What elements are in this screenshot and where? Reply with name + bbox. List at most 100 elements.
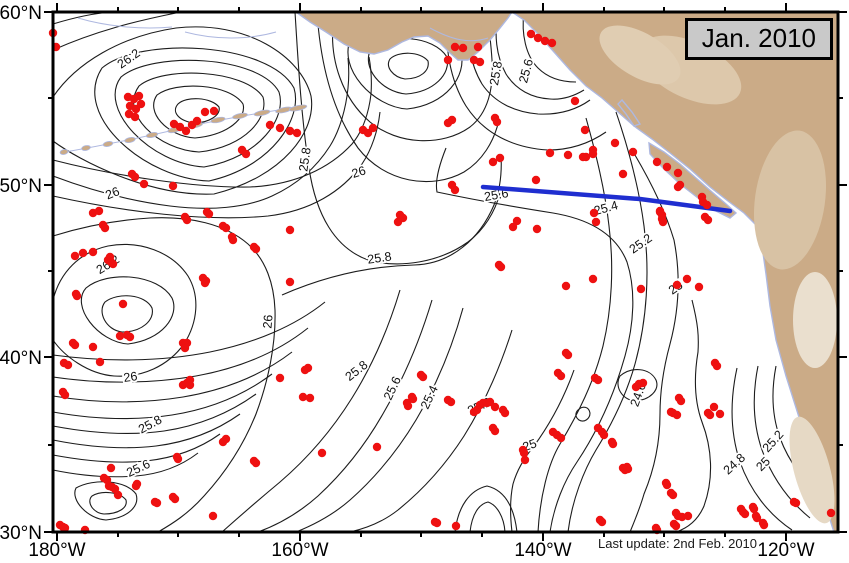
float-dot — [749, 504, 759, 514]
contour-line — [52, 413, 241, 449]
float-dot — [170, 494, 180, 504]
float-dot — [168, 181, 178, 191]
contour-line — [52, 111, 381, 219]
aleutian-island — [124, 137, 136, 143]
float-dot — [317, 448, 327, 458]
contour-lines — [52, 11, 825, 533]
float-dot — [652, 157, 662, 167]
section-line — [480, 184, 733, 214]
float-dot — [475, 57, 485, 67]
float-dot — [490, 426, 500, 436]
float-dot — [175, 122, 185, 132]
float-dot — [655, 206, 665, 216]
contour-label: 26 — [260, 314, 275, 329]
contour-line — [221, 289, 401, 533]
aleutian-island — [232, 112, 248, 120]
float-dot — [628, 147, 638, 157]
float-dot — [672, 280, 682, 290]
float-dot — [589, 208, 599, 218]
float-dot — [393, 217, 403, 227]
float-dot — [556, 371, 566, 381]
contour-line — [295, 307, 464, 533]
contour-label: 25.8 — [343, 358, 371, 384]
float-dot — [759, 520, 769, 530]
contour-label: 25.8 — [487, 60, 505, 86]
float-dot — [285, 277, 295, 287]
float-dot — [446, 397, 456, 407]
float-dot — [490, 402, 500, 412]
float-dot — [403, 401, 413, 411]
float-dot — [368, 123, 378, 133]
contour-label: 25.2 — [627, 231, 655, 256]
contour-line — [52, 26, 313, 195]
terrain-light-patch — [753, 130, 827, 270]
float-dot — [60, 523, 70, 533]
contour-line — [52, 452, 199, 478]
float-dot — [545, 148, 555, 158]
float-dot — [118, 299, 128, 309]
terrain-light-patch — [793, 272, 837, 368]
float-dot — [492, 117, 502, 127]
float-dot — [458, 43, 468, 53]
float-dot — [209, 106, 219, 116]
contour-label: 25.2 — [760, 428, 787, 455]
float-dot — [623, 464, 633, 474]
float-dot — [591, 217, 601, 227]
contour-line — [731, 367, 793, 531]
float-dot — [450, 42, 460, 52]
float-dot — [228, 235, 238, 245]
float-dot — [105, 252, 115, 262]
float-dot — [185, 380, 195, 390]
terrain-light-patch — [789, 416, 835, 524]
float-dot — [251, 458, 261, 468]
float-dot — [95, 357, 105, 367]
float-dot — [703, 215, 713, 225]
float-dot — [372, 442, 382, 452]
contour-line — [567, 111, 648, 533]
float-dot — [208, 511, 218, 521]
title-label: Jan. 2010 — [701, 23, 816, 53]
float-dot — [597, 517, 607, 527]
float-dot — [70, 251, 80, 261]
float-dot — [131, 481, 141, 491]
float-dot — [668, 490, 678, 500]
contour-line — [629, 149, 679, 533]
float-dot — [752, 513, 762, 523]
float-dot — [740, 509, 750, 519]
contour-line — [153, 85, 245, 139]
float-dot — [275, 123, 285, 133]
shelf-coastline-arc — [429, 27, 489, 42]
contour-line — [349, 329, 513, 533]
float-dot — [580, 125, 590, 135]
contour-line — [89, 491, 127, 515]
contour-line — [52, 243, 197, 377]
aleutian-island — [253, 109, 271, 117]
land-masses — [59, 11, 839, 533]
float-dot — [657, 214, 667, 224]
contour-line — [537, 117, 613, 533]
float-dot — [63, 360, 73, 370]
float-dot — [599, 430, 609, 440]
float-dot — [418, 372, 428, 382]
float-dot — [532, 224, 542, 234]
float-dot — [673, 182, 683, 192]
contour-line — [675, 299, 712, 533]
float-dot — [139, 179, 149, 189]
shelf-coastline-arc — [77, 17, 173, 29]
contour-label: 25 — [753, 454, 773, 474]
float-dot — [826, 508, 836, 518]
landmass — [293, 11, 514, 61]
float-dot — [78, 248, 88, 258]
contour-label: 26 — [103, 184, 121, 202]
contour-label: 26 — [350, 163, 368, 181]
contour-line — [495, 11, 585, 100]
contour-line — [281, 154, 502, 296]
contour-line — [52, 56, 372, 188]
aleutian-island — [81, 145, 91, 151]
float-dot — [60, 390, 70, 400]
float-dot — [100, 223, 110, 233]
float-dot — [588, 274, 598, 284]
float-dot — [563, 150, 573, 160]
latitude-label: 30°N — [0, 523, 42, 544]
